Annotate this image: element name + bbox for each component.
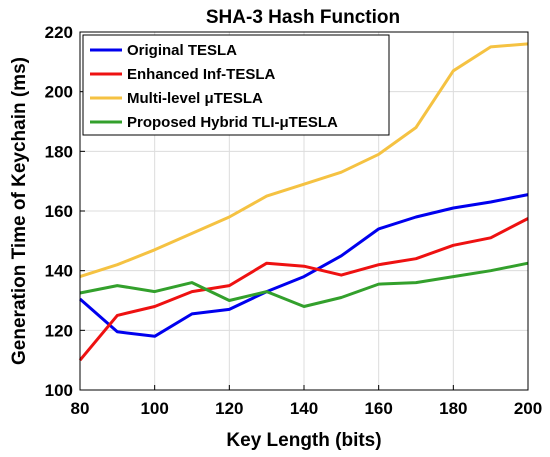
x-tick-label: 100 bbox=[140, 399, 168, 418]
series-line-4 bbox=[79, 261, 529, 308]
y-tick-label: 180 bbox=[45, 142, 73, 161]
y-tick-label: 120 bbox=[45, 321, 73, 340]
x-tick-label: 140 bbox=[290, 399, 318, 418]
y-tick-label: 220 bbox=[45, 23, 73, 42]
legend-label-2: Enhanced Inf-TESLA bbox=[127, 66, 276, 83]
y-axis-ticks: 100 120 140 160 180 200 220 bbox=[45, 23, 85, 400]
series-line-2 bbox=[78, 217, 529, 362]
chart-title: SHA-3 Hash Function bbox=[206, 7, 400, 28]
series-line-1 bbox=[79, 193, 529, 338]
legend: Original TESLA Enhanced Inf-TESLA Multi-le… bbox=[82, 34, 390, 136]
legend-label-4: Proposed Hybrid TLI-μTESLA bbox=[127, 114, 338, 131]
x-axis-ticks: 80 100 120 140 160 180 200 bbox=[71, 385, 542, 418]
y-tick-label: 100 bbox=[45, 381, 73, 400]
x-axis-label: Key Length (bits) bbox=[226, 430, 381, 451]
x-tick-label: 80 bbox=[71, 399, 90, 418]
y-tick-label: 160 bbox=[45, 202, 73, 221]
legend-label-1: Original TESLA bbox=[127, 42, 237, 59]
x-tick-label: 160 bbox=[364, 399, 392, 418]
x-tick-label: 120 bbox=[215, 399, 243, 418]
legend-label-3: Multi-level μTESLA bbox=[127, 90, 263, 107]
legend-box bbox=[82, 34, 390, 136]
y-tick-label: 140 bbox=[45, 262, 73, 281]
x-tick-label: 200 bbox=[514, 399, 542, 418]
series-lines bbox=[78, 42, 529, 362]
y-tick-label: 200 bbox=[45, 83, 73, 102]
y-axis-label: Generation Time of Keychain (ms) bbox=[9, 57, 30, 365]
series-line-3 bbox=[79, 42, 529, 279]
x-tick-label: 180 bbox=[439, 399, 467, 418]
